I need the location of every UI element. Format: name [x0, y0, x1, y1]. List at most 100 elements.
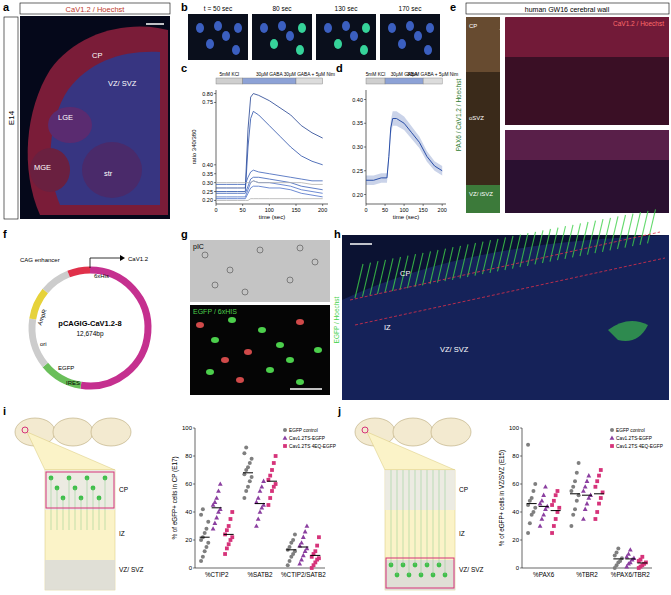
- egfp-fiber: [625, 214, 633, 248]
- data-point: [569, 524, 573, 528]
- cell: [258, 327, 266, 333]
- egfp-fiber: [370, 261, 378, 295]
- neurite: [69, 478, 70, 530]
- cp-layer: [466, 17, 500, 72]
- neurite: [433, 470, 434, 575]
- cell: [426, 23, 434, 33]
- label: VZ/ SVZ: [108, 79, 137, 88]
- x-tick-label: %CTIP2: [205, 571, 229, 578]
- data-point: [204, 545, 208, 549]
- data-point: [554, 493, 558, 497]
- panel-letter: a: [3, 1, 10, 13]
- cell: [227, 267, 233, 273]
- y-axis-label: ratio 340/380: [191, 129, 197, 165]
- label: AmpR: [36, 308, 48, 326]
- data-point: [267, 503, 271, 507]
- data-point: [575, 499, 579, 503]
- label: E14: [7, 110, 16, 125]
- x-tick-label: 200: [438, 207, 447, 213]
- cell: [212, 282, 218, 288]
- egfp-fiber: [640, 211, 648, 245]
- data-point: [297, 561, 302, 565]
- stimulus-bar: [216, 78, 243, 84]
- data-point: [225, 547, 229, 551]
- y-axis: [195, 428, 196, 568]
- scale-bar: [290, 388, 322, 390]
- data-point: [585, 501, 590, 505]
- cp-layer: [385, 470, 455, 510]
- x-tick-label: %PAX6: [533, 571, 555, 578]
- data-point: [201, 555, 205, 559]
- y-tick: [364, 147, 366, 148]
- legend-label: EGFP control: [616, 428, 645, 433]
- data-point: [204, 527, 208, 531]
- cell: [244, 349, 252, 355]
- label: VZ/ SVZ: [119, 566, 144, 573]
- inset-link: [500, 17, 505, 30]
- cell: [202, 252, 208, 258]
- data-point: [199, 513, 203, 517]
- data-point: [594, 485, 598, 489]
- stimulus-label: 5mM KCl: [366, 72, 386, 77]
- data-point: [577, 461, 581, 465]
- mean-line: [267, 481, 277, 482]
- y-tick: [520, 428, 522, 429]
- cell: [260, 23, 268, 33]
- data-point: [528, 521, 532, 525]
- data-point: [533, 506, 537, 510]
- data-point: [274, 482, 278, 486]
- cell: [296, 45, 304, 55]
- data-point: [230, 510, 234, 514]
- stimulus-bar: [423, 78, 442, 84]
- x-tick: [216, 204, 217, 206]
- cell: [221, 357, 229, 363]
- x-tick: [404, 204, 405, 206]
- mean-line: [212, 507, 222, 508]
- y-tick-label: 0.30: [202, 180, 213, 186]
- legend-label: Cav1.2TS-EGFP: [289, 436, 325, 441]
- lge: [48, 107, 92, 143]
- egfp-arc: [45, 365, 81, 385]
- micrograph: [505, 17, 669, 125]
- cell: [214, 21, 222, 31]
- x-axis-label: time (sec): [259, 214, 285, 220]
- data-point: [258, 509, 263, 513]
- data-point: [595, 510, 599, 514]
- y-tick-label: 0.25: [202, 189, 213, 195]
- data-point: [543, 484, 548, 488]
- y-tick-label: 60: [512, 481, 519, 487]
- neurite: [445, 470, 446, 575]
- data-point: [595, 479, 599, 483]
- data-point: [270, 489, 274, 493]
- data-point: [250, 457, 254, 461]
- vz-layer: [45, 560, 115, 590]
- y-tick-label: 40: [185, 509, 192, 515]
- label: EGFP: [58, 365, 74, 371]
- x-tick-label: 100: [265, 207, 274, 213]
- y-tick-label: 0.30: [352, 144, 363, 150]
- mean-line: [255, 503, 265, 504]
- legend-label: Cav1.2TS 4EQ-EGFP: [289, 444, 336, 449]
- neurite: [397, 470, 398, 575]
- data-point: [258, 488, 263, 492]
- data-point: [248, 479, 252, 483]
- cell: [232, 45, 240, 55]
- x-tick-label: 100: [400, 207, 409, 213]
- cell: [228, 317, 236, 323]
- label: EGFP / 6xHIS: [193, 308, 237, 315]
- data-point: [214, 515, 219, 519]
- y-tick-label: 0.25: [352, 168, 363, 174]
- x-tick-label: %SATB2: [247, 571, 273, 578]
- data-point: [317, 556, 321, 560]
- mean-line: [594, 493, 604, 494]
- panel-letter: i: [3, 405, 6, 417]
- egfp-fiber: [580, 222, 588, 256]
- egfp-fiber: [633, 212, 641, 246]
- neurite: [439, 470, 440, 565]
- data-point: [246, 465, 250, 469]
- cell: [360, 45, 368, 55]
- cell: [257, 247, 263, 253]
- cell: [298, 23, 306, 33]
- cell: [236, 377, 244, 383]
- label: str: [104, 169, 113, 178]
